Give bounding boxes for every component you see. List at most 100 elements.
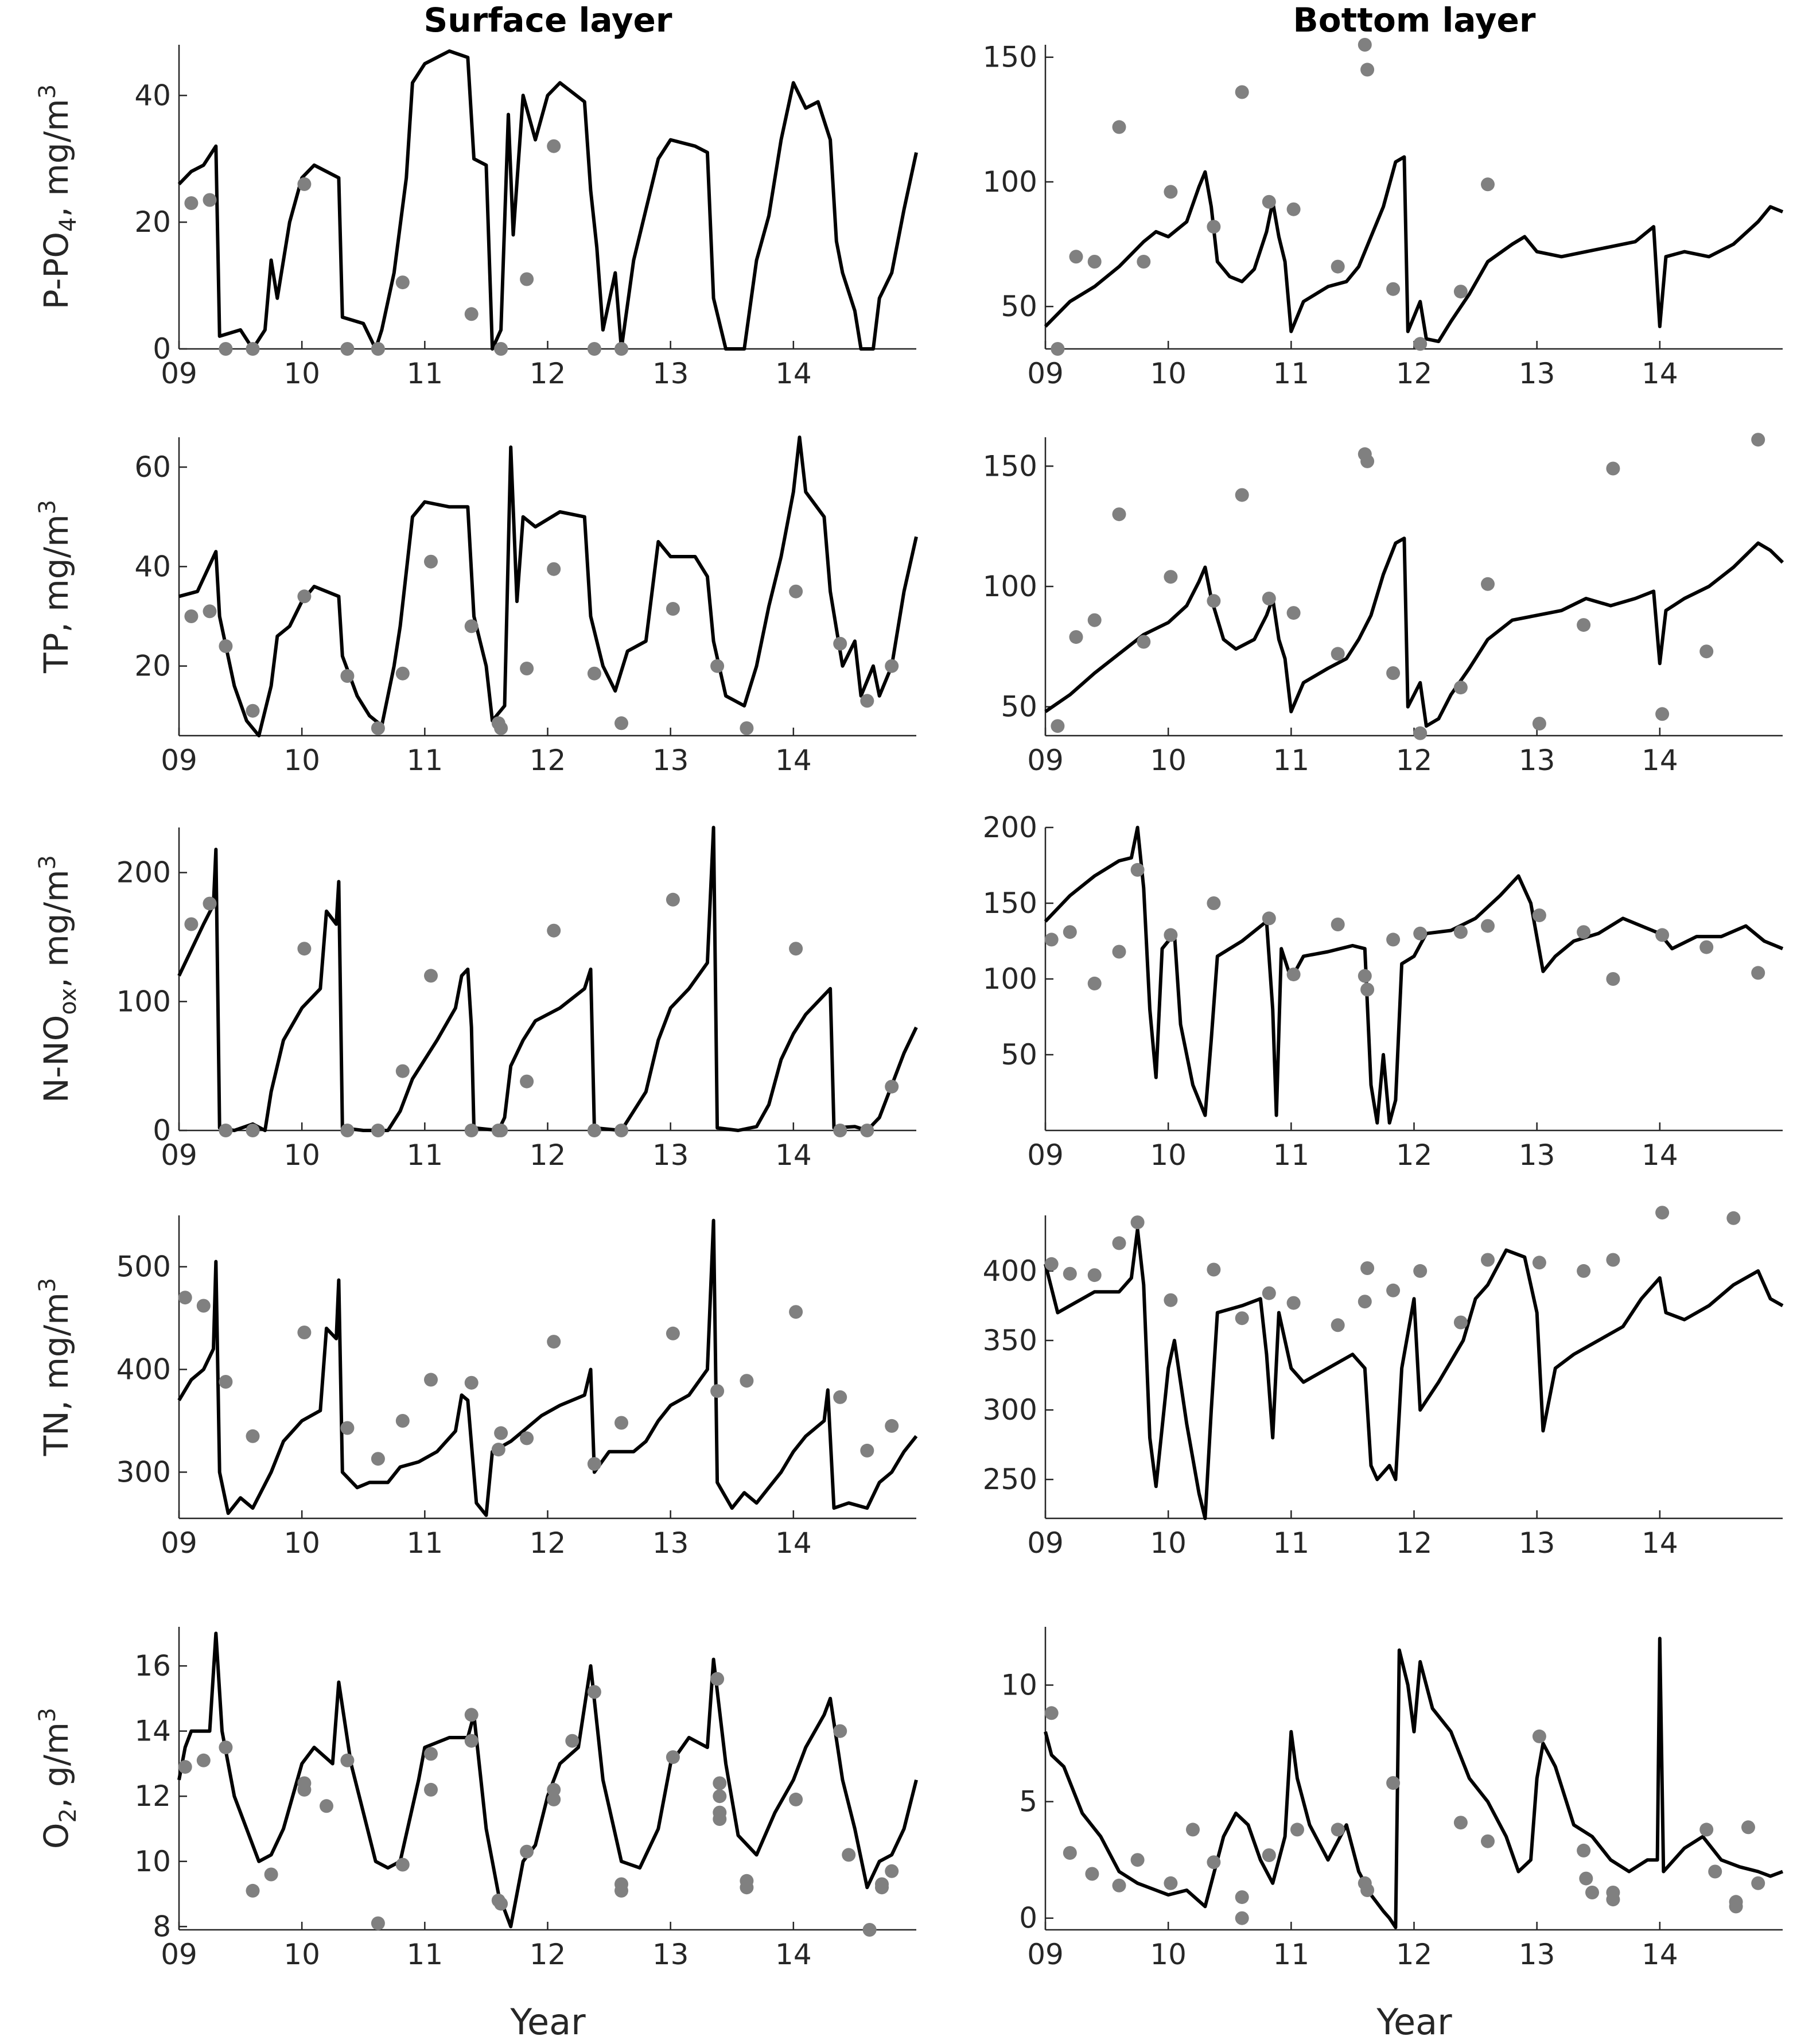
observation-point [710, 659, 725, 673]
observation-point [1453, 1816, 1468, 1830]
x-tick-label: 14 [1642, 357, 1678, 390]
panel-po4-surface: 0 20 40 09 10 11 12 13 14 P-PO4, mg/m3 [34, 45, 918, 390]
observation-point [1532, 1729, 1546, 1743]
y-tick-label: 300 [983, 1393, 1037, 1427]
observation-point [1087, 976, 1102, 990]
observation-point [1130, 1853, 1145, 1867]
observation-point [1262, 195, 1276, 209]
panel-tp-surface: 20 40 60 09 10 11 12 13 14 TP, mg/m3 [34, 436, 918, 777]
observation-point [1262, 592, 1276, 605]
observation-point [464, 1734, 479, 1748]
x-tick-label: 13 [1519, 357, 1555, 390]
observation-point [520, 1074, 534, 1089]
x-tick-label: 11 [1273, 1138, 1310, 1172]
observation-point [1207, 594, 1221, 608]
observation-point [710, 1672, 725, 1686]
observation-point [246, 342, 260, 356]
observation-point [1087, 255, 1102, 269]
observation-point [547, 1335, 561, 1349]
model-line [178, 436, 918, 737]
observation-point [424, 1747, 438, 1761]
observation-point [789, 1305, 803, 1319]
x-tick-label: 10 [283, 1938, 320, 1971]
y-tick-label: 50 [1001, 690, 1037, 724]
observation-point [1262, 1286, 1276, 1300]
observation-point [1164, 1876, 1178, 1890]
x-tick-label: 13 [652, 1938, 689, 1971]
x-tick-label: 11 [407, 1138, 444, 1172]
y-tick-label: 100 [983, 570, 1037, 603]
observation-point [1386, 1776, 1401, 1790]
x-tick-label: 11 [407, 1526, 444, 1560]
x-tick-label: 12 [1396, 357, 1433, 390]
observation-point [713, 1812, 727, 1826]
observation-point [1331, 1318, 1345, 1332]
observation-point [1286, 1296, 1301, 1310]
observation-point [494, 721, 508, 735]
x-tick-label: 14 [1642, 1138, 1678, 1172]
observation-point [464, 1124, 479, 1137]
observation-point [1207, 1262, 1221, 1277]
y-axis-label-part: O [37, 1822, 76, 1849]
model-line [1044, 1227, 1784, 1520]
observation-point [340, 342, 355, 356]
observation-point [1532, 1256, 1546, 1270]
y-tick-label: 250 [983, 1463, 1037, 1496]
observation-point [547, 562, 561, 576]
observation-point [424, 1373, 438, 1387]
observation-point [1481, 1253, 1495, 1267]
x-tick-label: 13 [1519, 1938, 1555, 1971]
model-line [177, 1218, 918, 1517]
observation-point [1112, 945, 1126, 959]
x-tick-label: 09 [1027, 744, 1064, 777]
observation-point [203, 604, 217, 619]
observation-point [1532, 908, 1546, 923]
observation-point [587, 1457, 601, 1471]
observation-point [1112, 1878, 1126, 1893]
y-axis-label: N-NOox, mg/m3 [34, 855, 81, 1103]
y-tick-label: 14 [134, 1715, 171, 1748]
x-axis-label-bottom: Year [1376, 2001, 1452, 2043]
panel-tn-surface: 300 400 500 09 10 11 12 13 14 TN, mg/m3 [34, 1215, 918, 1560]
x-tick-label: 12 [1396, 1938, 1433, 1971]
observation-point [464, 307, 479, 321]
observation-point [1051, 719, 1065, 733]
y-axis-label-part: , mg/m [37, 869, 76, 988]
observation-point [1386, 282, 1401, 296]
observation-point [340, 1124, 355, 1137]
observation-point [1655, 928, 1670, 942]
observation-point [297, 1326, 312, 1339]
y-tick-label: 8 [153, 1910, 171, 1943]
y-tick-label: 400 [116, 1353, 171, 1386]
observation-point [666, 602, 680, 616]
y-tick-label: 150 [983, 449, 1037, 483]
y-axis-label-part: 3 [34, 84, 61, 99]
y-axis-label: O2, g/m3 [34, 1708, 81, 1849]
observation-point [1112, 1236, 1126, 1250]
panel-nox-bottom: 50 100 150 200 09 10 11 12 13 14 [983, 811, 1784, 1172]
observation-point [833, 1724, 847, 1738]
y-axis-label-part: , g/m [37, 1722, 76, 1808]
column-title-bottom: Bottom layer [1293, 1, 1536, 40]
observation-point [833, 1124, 847, 1137]
observation-point [1708, 1864, 1722, 1879]
observation-point [494, 1124, 508, 1137]
observation-point [1286, 967, 1301, 982]
x-tick-label: 12 [1396, 1138, 1433, 1172]
observation-point [547, 1782, 561, 1797]
observation-point [219, 342, 233, 356]
observation-point [1063, 1846, 1077, 1860]
observation-point [1044, 932, 1059, 947]
observation-point [340, 1421, 355, 1435]
observation-point [1044, 1257, 1059, 1271]
x-tick-label: 10 [1150, 1526, 1187, 1560]
observation-point [219, 1375, 233, 1389]
y-tick-label: 0 [153, 1114, 171, 1147]
observation-point [494, 342, 508, 356]
x-tick-label: 11 [1273, 744, 1310, 777]
panel-po4-bottom: 50 100 150 09 10 11 12 13 14 [983, 38, 1784, 390]
x-tick-label: 12 [530, 744, 566, 777]
y-tick-label: 100 [116, 985, 171, 1018]
column-title-surface: Surface layer [424, 1, 672, 40]
y-axis-label-part: TP, mg/m [37, 514, 76, 674]
